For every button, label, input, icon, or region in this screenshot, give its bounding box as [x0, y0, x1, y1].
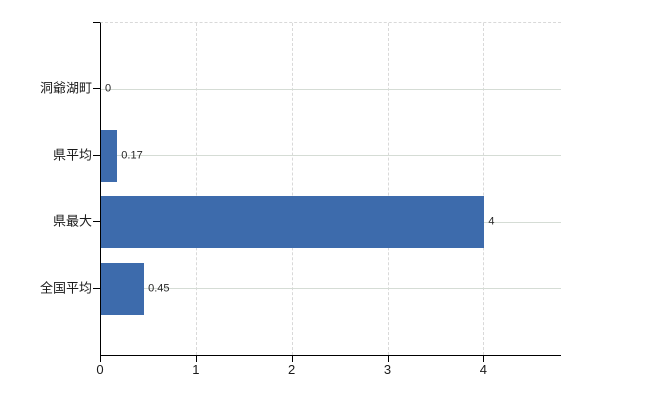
x-axis-tick [291, 355, 293, 362]
y-axis-tick [93, 154, 100, 156]
bar-value-label: 0.45 [148, 282, 170, 295]
y-axis-tick [93, 88, 100, 90]
bar-3 [101, 196, 485, 249]
horizontal-gridline [101, 155, 561, 157]
x-axis-tick [483, 355, 485, 362]
x-tick-label: 4 [479, 362, 487, 377]
x-axis-tick [195, 355, 197, 362]
x-axis-tick [387, 355, 389, 362]
x-tick-label: 1 [192, 362, 200, 377]
x-tick-label: 2 [288, 362, 296, 377]
category-label: 県平均 [52, 147, 92, 163]
y-axis-tick [93, 287, 100, 289]
bar-4 [101, 262, 145, 315]
bar-value-label: 0.17 [121, 149, 143, 162]
bar-2 [101, 129, 118, 182]
y-axis-tick [93, 221, 100, 223]
vertical-gridline [387, 23, 389, 355]
vertical-gridline [483, 23, 485, 355]
y-axis-top-tick [93, 22, 100, 23]
category-label: 県最大 [52, 213, 92, 229]
bar-value-label: 4 [488, 215, 495, 228]
horizontal-gridline [101, 288, 561, 290]
bar-value-label: 0 [105, 82, 112, 95]
category-label: 洞爺湖町 [39, 80, 92, 96]
horizontal-gridline [101, 88, 561, 90]
x-axis-tick [100, 355, 101, 362]
vertical-gridline [195, 23, 197, 355]
x-tick-label: 3 [383, 362, 392, 377]
plot-area: 0 0.17 4 0.45 [100, 22, 561, 356]
x-tick-label: 0 [96, 362, 104, 377]
category-label: 全国平均 [39, 280, 92, 296]
vertical-gridline [291, 23, 293, 355]
